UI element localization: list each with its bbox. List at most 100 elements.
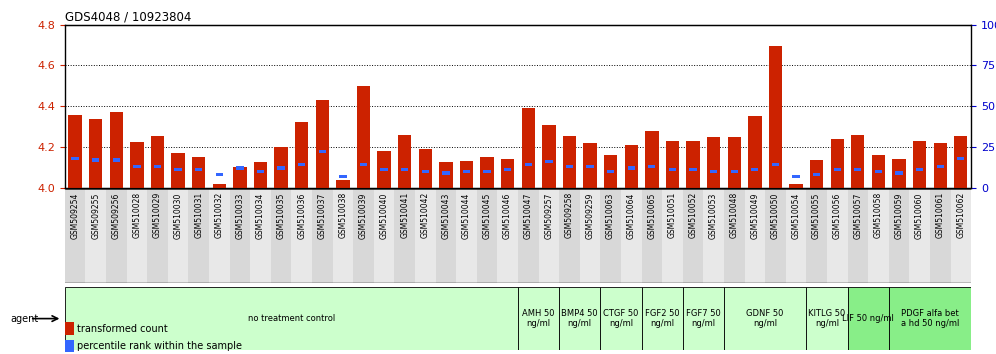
Bar [316, 100, 329, 188]
Bar [229, 189, 250, 283]
Bar [65, 287, 518, 350]
Bar [394, 189, 415, 283]
Text: GSM510029: GSM510029 [153, 192, 162, 239]
Text: GSM510052: GSM510052 [688, 192, 697, 239]
Bar [133, 165, 140, 168]
Text: FGF2 50
ng/ml: FGF2 50 ng/ml [644, 309, 679, 328]
Text: GSM510049: GSM510049 [750, 192, 759, 239]
Bar [110, 112, 123, 188]
Bar [641, 287, 682, 350]
Text: BMP4 50
ng/ml: BMP4 50 ng/ml [562, 309, 598, 328]
Text: GSM510037: GSM510037 [318, 192, 327, 239]
Bar [689, 168, 696, 171]
Bar [916, 168, 923, 171]
Bar [106, 189, 126, 283]
Bar [271, 189, 292, 283]
Bar [686, 141, 700, 188]
Bar [418, 149, 432, 188]
Bar [92, 158, 100, 161]
Bar [786, 189, 807, 283]
Bar [665, 141, 679, 188]
Bar [483, 170, 491, 173]
Bar [707, 137, 720, 188]
Bar [627, 166, 634, 170]
Bar [477, 189, 497, 283]
Text: GSM509259: GSM509259 [586, 192, 595, 239]
Bar [126, 189, 147, 283]
Bar [504, 168, 511, 171]
Bar [957, 157, 964, 160]
Bar [807, 287, 848, 350]
Bar [607, 170, 615, 173]
Bar [421, 170, 429, 173]
Bar [292, 189, 312, 283]
Bar [848, 287, 888, 350]
Bar [542, 125, 556, 188]
Text: GSM510055: GSM510055 [812, 192, 821, 239]
Bar [874, 170, 882, 173]
Bar [167, 189, 188, 283]
Text: GSM510058: GSM510058 [873, 192, 882, 239]
Text: KITLG 50
ng/ml: KITLG 50 ng/ml [809, 309, 846, 328]
Bar [257, 170, 264, 173]
Bar [834, 168, 841, 171]
Bar [480, 158, 494, 188]
Bar [831, 139, 844, 188]
Bar [354, 189, 374, 283]
Bar [559, 189, 580, 283]
Text: GSM510040: GSM510040 [379, 192, 388, 239]
Bar [236, 166, 243, 170]
Text: percentile rank within the sample: percentile rank within the sample [77, 341, 242, 351]
Bar [456, 189, 477, 283]
Bar [751, 168, 759, 171]
Text: GSM510039: GSM510039 [359, 192, 368, 239]
Bar [601, 287, 641, 350]
Text: GSM510047: GSM510047 [524, 192, 533, 239]
Bar [936, 165, 944, 168]
Bar [463, 170, 470, 173]
Text: GSM510061: GSM510061 [935, 192, 944, 239]
Bar [439, 161, 452, 188]
Bar [501, 159, 514, 188]
Bar [769, 46, 782, 188]
Text: GSM510035: GSM510035 [277, 192, 286, 239]
Bar [497, 189, 518, 283]
Bar [913, 141, 926, 188]
Bar [130, 142, 143, 188]
Bar [888, 287, 971, 350]
Bar [69, 115, 82, 188]
Text: GSM510031: GSM510031 [194, 192, 203, 239]
Bar [933, 143, 947, 188]
Text: GSM510033: GSM510033 [235, 192, 244, 239]
Text: FGF7 50
ng/ml: FGF7 50 ng/ml [686, 309, 721, 328]
Bar [621, 189, 641, 283]
Bar [250, 189, 271, 283]
Bar [522, 108, 535, 188]
Bar [254, 161, 267, 188]
Bar [215, 173, 223, 176]
Bar [401, 168, 408, 171]
Bar [682, 189, 703, 283]
Bar [295, 122, 309, 188]
Bar [624, 145, 637, 188]
Text: GSM510053: GSM510053 [709, 192, 718, 239]
Bar [892, 159, 905, 188]
Text: GSM510041: GSM510041 [400, 192, 409, 239]
Bar [539, 189, 559, 283]
Text: GSM510054: GSM510054 [792, 192, 801, 239]
Bar [274, 147, 288, 188]
Bar [209, 189, 229, 283]
Text: GSM509255: GSM509255 [92, 192, 101, 239]
Bar [150, 136, 164, 188]
Bar [563, 136, 576, 188]
Bar [827, 189, 848, 283]
Text: GSM510062: GSM510062 [956, 192, 965, 239]
Text: GSM510064: GSM510064 [626, 192, 635, 239]
Bar [545, 160, 553, 163]
Bar [435, 189, 456, 283]
Bar [65, 322, 74, 335]
Bar [65, 340, 74, 352]
Bar [813, 173, 821, 176]
Bar [895, 171, 902, 175]
Bar [415, 189, 435, 283]
